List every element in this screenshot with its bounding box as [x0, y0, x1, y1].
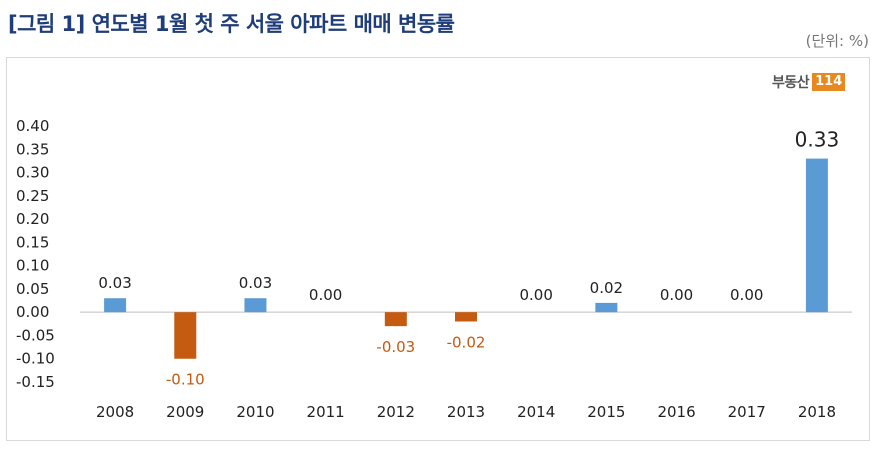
data-label-2013: -0.02 — [447, 333, 486, 351]
x-tick-label: 2015 — [587, 403, 625, 421]
data-label-2011: 0.00 — [309, 286, 342, 304]
y-tick-label: 0.10 — [16, 257, 49, 275]
chart-panel — [6, 57, 870, 441]
data-label-2018: 0.33 — [795, 128, 840, 152]
bar-2010 — [244, 298, 267, 313]
logo-badge: 114 — [812, 73, 846, 91]
bar-2018 — [805, 158, 828, 313]
y-tick-label: -0.05 — [16, 326, 55, 344]
y-tick-label: 0.00 — [16, 303, 49, 321]
y-tick-label: -0.15 — [16, 373, 55, 391]
data-label-2008: 0.03 — [98, 274, 131, 292]
y-tick-label: 0.25 — [16, 187, 49, 205]
x-tick-label: 2012 — [377, 403, 415, 421]
x-tick-label: 2017 — [728, 403, 766, 421]
x-tick-label: 2016 — [657, 403, 695, 421]
bar-2013 — [455, 312, 477, 322]
y-tick-label: 0.40 — [16, 117, 49, 135]
data-label-2010: 0.03 — [239, 274, 272, 292]
x-tick-label: 2013 — [447, 403, 485, 421]
y-tick-label: 0.05 — [16, 280, 49, 298]
data-label-2015: 0.02 — [590, 279, 623, 297]
data-label-2012: -0.03 — [376, 338, 415, 356]
bar-2012 — [384, 312, 407, 327]
bar-2015 — [595, 302, 618, 313]
y-tick-label: 0.30 — [16, 164, 49, 182]
data-label-2014: 0.00 — [519, 286, 552, 304]
x-tick-label: 2018 — [798, 403, 836, 421]
x-tick-label: 2011 — [307, 403, 345, 421]
bar-2008 — [104, 298, 127, 313]
y-tick-label: -0.10 — [16, 350, 55, 368]
chart-title: [그림 1] 연도별 1월 첫 주 서울 아파트 매매 변동률 — [8, 12, 455, 36]
y-tick-label: 0.35 — [16, 140, 49, 158]
data-label-2017: 0.00 — [730, 286, 763, 304]
x-tick-label: 2009 — [166, 403, 204, 421]
y-tick-label: 0.15 — [16, 233, 49, 251]
data-label-2016: 0.00 — [660, 286, 693, 304]
x-tick-label: 2014 — [517, 403, 555, 421]
data-label-2009: -0.10 — [166, 371, 205, 389]
y-tick-label: 0.20 — [16, 210, 49, 228]
bar-2009 — [174, 312, 197, 359]
x-tick-label: 2010 — [236, 403, 274, 421]
x-tick-label: 2008 — [96, 403, 134, 421]
brand-logo: 부동산 114 — [772, 72, 846, 92]
unit-label: (단위: %) — [805, 32, 869, 50]
logo-text: 부동산 — [772, 75, 810, 91]
